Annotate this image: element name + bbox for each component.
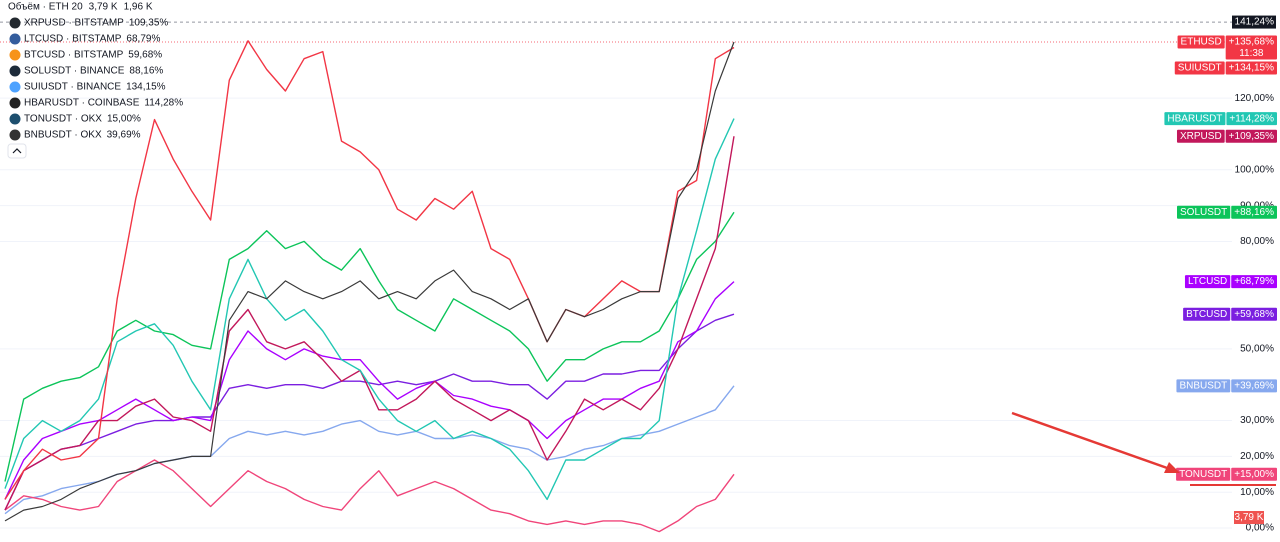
series-line (4, 118, 735, 501)
scale-label-value: +135,68% (1229, 37, 1274, 48)
legend-title: LTCUSD · BITSTAMP (24, 34, 122, 45)
scale-label-name-box (1164, 112, 1226, 126)
series-line (4, 281, 735, 500)
scale-label-value-box (1231, 307, 1277, 321)
scale-label-name: BNBUSDT (1179, 380, 1227, 391)
legend-title: SUIUSDT · BINANCE (24, 82, 121, 93)
scale-label-value-box (1231, 379, 1277, 393)
legend-icon (9, 97, 21, 109)
scale-label-value-box (1226, 112, 1277, 126)
scale-label-name: SOLUSDT (1180, 207, 1227, 218)
scale-label-value: +39,69% (1234, 380, 1274, 391)
scale-label-name-box (1183, 307, 1231, 321)
scale-label-value: +88,16% (1234, 207, 1274, 218)
scale-label-value-box (1231, 467, 1277, 481)
legend-value: 39,69% (107, 130, 141, 141)
y-tick-label: 0,00% (1246, 523, 1274, 534)
scale-labels: +135,68% ETHUSD 11:38 +134,15% SUIUSDT +114,2… (1164, 15, 1277, 524)
legend-collapse-button[interactable] (7, 143, 27, 159)
lines (4, 40, 735, 533)
volume-legend-value: 3,79 K (89, 2, 118, 13)
scale-label-value: +15,00% (1234, 469, 1274, 480)
y-tick-label: 100,00% (1235, 164, 1275, 175)
scale-label-value-box (1231, 205, 1277, 219)
legend-value: 59,68% (128, 50, 162, 61)
legend-value: 68,79% (126, 34, 160, 45)
y-tick-label: 80,00% (1240, 236, 1274, 247)
scale-label-name-box (1176, 467, 1231, 481)
legend-title: BNBUSDT · OKX (24, 130, 102, 141)
legend-value: 88,16% (129, 66, 163, 77)
legend-value: 114,28% (144, 98, 183, 109)
series-line (4, 40, 735, 500)
scale-label-value: +134,15% (1229, 63, 1274, 74)
legend-title: SOLUSDT · BINANCE (24, 66, 125, 77)
scale-label-name-box (1177, 35, 1225, 49)
scale-label-name: TONUSDT (1179, 469, 1227, 480)
volume-marker-box (1234, 511, 1264, 524)
annotation-arrow (1011, 411, 1171, 471)
scale-label-name: LTCUSD (1188, 276, 1227, 287)
scale-label-value: +109,35% (1229, 131, 1274, 142)
y-tick-label: 20,00% (1240, 451, 1274, 462)
scale-label-name: BTCUSD (1186, 309, 1227, 320)
scale-label-value-box (1225, 61, 1277, 75)
scale-label-value-box (1225, 35, 1277, 60)
y-tick-label: 120,00% (1235, 93, 1275, 104)
series-line (4, 313, 735, 511)
scale-label-name-box (1176, 129, 1225, 143)
series-line (4, 136, 735, 511)
legend-title: BTCUSD · BITSTAMP (24, 50, 124, 61)
scale-label-name-box (1174, 61, 1225, 75)
scale-label-value: +68,79% (1234, 276, 1274, 287)
scale-label-name-box (1177, 205, 1231, 219)
legend-icon (9, 129, 21, 141)
scale-label-name: ETHUSD (1181, 37, 1222, 48)
legend-title: TONUSDT · OKX (24, 114, 102, 125)
scale-label-name: SUIUSDT (1178, 63, 1222, 74)
legend-title: XRPUSD · BITSTAMP (24, 18, 124, 29)
high-marker-box (1232, 15, 1276, 29)
main-series-line (4, 41, 735, 522)
annotation-arrowhead (1164, 462, 1180, 473)
legend-icon (9, 65, 21, 77)
legend-value: 15,00% (107, 114, 141, 125)
legend-icon (9, 17, 21, 29)
scale-label-value: +114,28% (1229, 113, 1274, 124)
series-line (4, 211, 735, 482)
legend-icon (9, 113, 21, 125)
scale-label-name: XRPUSD (1180, 131, 1222, 142)
scale-label-name-box (1184, 275, 1231, 289)
y-tick-label: 50,00% (1240, 344, 1274, 355)
volume-legend-title: Объём · ETH 20 (8, 1, 83, 13)
series-line (4, 459, 735, 533)
high-marker-label: 141,24% (1235, 17, 1275, 28)
legend-icon (9, 81, 21, 93)
scale-label-name: HBARUSDT (1167, 113, 1222, 124)
volume-legend-value: 1,96 K (124, 2, 153, 13)
scale-label-value-box (1231, 275, 1277, 289)
legend-title: HBARUSDT · COINBASE (24, 98, 140, 109)
legend-value: 109,35% (129, 18, 169, 29)
collapse-icon (12, 148, 22, 154)
y-tick-label: 30,00% (1240, 415, 1274, 426)
scale-label-name-box (1176, 379, 1231, 393)
scale-label-value-box (1225, 129, 1277, 143)
volume-marker-label: 3,79 K (1235, 512, 1264, 523)
legend-icon (9, 33, 21, 45)
y-tick-label: 10,00% (1240, 487, 1274, 498)
legend-icon (9, 49, 21, 61)
scale-label-value: +59,68% (1234, 309, 1274, 320)
countdown: 11:38 (1239, 48, 1264, 59)
legend-value: 134,15% (126, 82, 166, 93)
